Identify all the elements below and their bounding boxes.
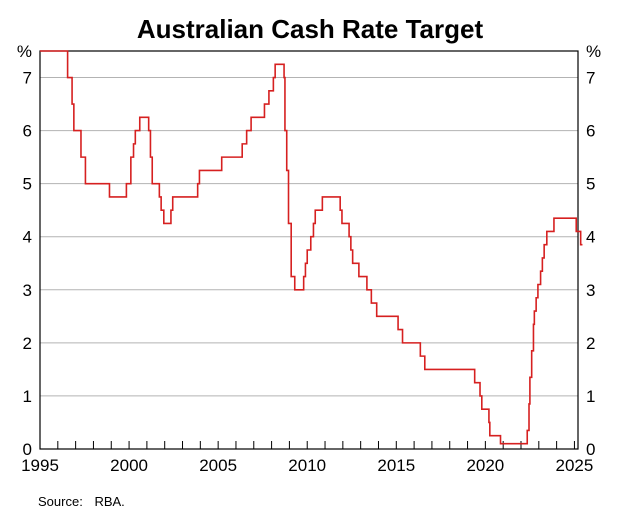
- x-tick-label-2025: 2025: [556, 456, 594, 475]
- x-axis-ticks: 1995 2000 2005 2010 2015 2020 2025: [21, 441, 593, 475]
- x-tick-label-2020: 2020: [466, 456, 504, 475]
- source-label: Source:: [38, 494, 83, 509]
- plot-frame: [39, 50, 579, 450]
- source-note: Source: RBA.: [38, 494, 133, 509]
- y-tick-label-left: 3: [23, 281, 32, 300]
- y-tick-label-left: 0: [23, 440, 32, 459]
- x-tick-label-1995: 1995: [21, 456, 59, 475]
- y-tick-label-right: 2: [586, 334, 595, 353]
- y-tick-label-right: 4: [586, 228, 595, 247]
- y-tick-label-right: 6: [586, 122, 595, 141]
- x-tick-label-2005: 2005: [199, 456, 237, 475]
- y-tick-label-left: 2: [23, 334, 32, 353]
- y-tick-label-left: 4: [23, 228, 32, 247]
- y-tick-label-right: 0: [586, 440, 595, 459]
- y-axis-unit-left: %: [17, 42, 32, 61]
- source-value: RBA.: [94, 494, 125, 509]
- y-tick-label-left: 7: [23, 69, 32, 88]
- y-axis-ticks: 0 0 1 1 2 2 3 3 4 4 5 5 6 6 7 7: [23, 69, 596, 459]
- y-tick-label-right: 5: [586, 175, 595, 194]
- x-tick-label-2015: 2015: [377, 456, 415, 475]
- y-tick-label-left: 6: [23, 122, 32, 141]
- y-tick-label-right: 1: [586, 387, 595, 406]
- chart-title: Australian Cash Rate Target: [136, 14, 484, 44]
- y-tick-label-right: 3: [586, 281, 595, 300]
- y-tick-label-left: 5: [23, 175, 32, 194]
- y-tick-label-right: 7: [586, 69, 595, 88]
- x-tick-label-2000: 2000: [110, 456, 148, 475]
- cash-rate-line: [40, 50, 583, 445]
- gridlines: [40, 77, 578, 397]
- y-tick-label-left: 1: [23, 387, 32, 406]
- x-tick-label-2010: 2010: [288, 456, 326, 475]
- y-axis-unit-right: %: [586, 42, 601, 61]
